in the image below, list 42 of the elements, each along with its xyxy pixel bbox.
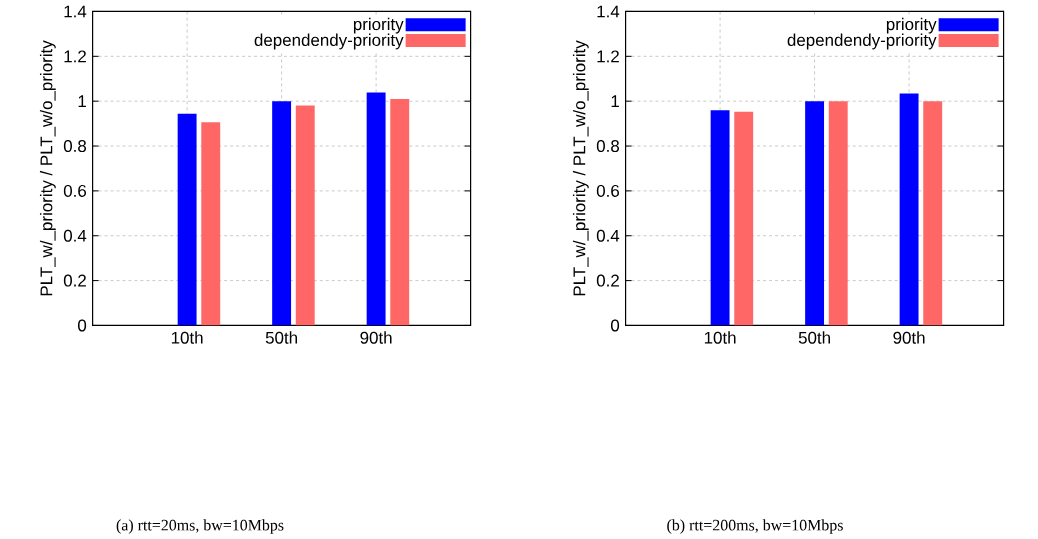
y-tick-label: 0.8	[63, 139, 87, 152]
y-tick-label: 0	[78, 319, 87, 332]
y-tick-label: 0.2	[596, 274, 619, 287]
legend-label: priority	[353, 17, 404, 34]
bar	[390, 98, 410, 326]
x-tick-label: 10th	[171, 331, 203, 344]
bar	[177, 113, 197, 326]
bar	[805, 100, 825, 326]
text: (b) rtt=200ms, bw=10Mbps	[667, 519, 843, 534]
y-tick-label: 0.6	[596, 184, 619, 197]
bar	[734, 111, 754, 326]
x-tick-label: 90th	[893, 331, 925, 344]
y-tick-label: 1.2	[597, 50, 619, 63]
bar	[366, 92, 386, 326]
bar	[828, 100, 848, 326]
y-tick-label: 0	[610, 319, 620, 332]
y-tick-label: 0.4	[63, 229, 87, 242]
y-tick-label: 0.2	[63, 274, 86, 287]
y-tick-label: 0.6	[63, 184, 87, 197]
bar	[295, 105, 315, 326]
bar	[272, 100, 292, 326]
y-axis-title: PLT_w/_priority / PLT_w/o_priority	[39, 40, 56, 296]
x-tick-label: 50th	[798, 331, 830, 344]
y-tick-label: 1.2	[64, 50, 86, 63]
x-tick-label: 90th	[360, 331, 392, 344]
y-tick-label: 1	[611, 95, 619, 107]
y-tick-label: 0.8	[596, 139, 620, 152]
y-tick-label: 1.4	[597, 5, 620, 18]
bar	[923, 100, 943, 326]
bar	[899, 93, 919, 326]
legend-label: dependendy-priority	[787, 33, 937, 50]
y-axis-title: PLT_w/_priority / PLT_w/o_priority	[572, 40, 589, 296]
x-tick-label: 10th	[704, 331, 736, 344]
bar	[201, 122, 221, 326]
text: (a) rtt=20ms, bw=10Mbps	[116, 519, 284, 534]
legend-label: dependendy-priority	[254, 33, 404, 50]
y-tick-label: 1	[78, 95, 86, 107]
bar	[710, 109, 730, 326]
y-tick-label: 0.4	[596, 229, 620, 242]
y-tick-label: 1.4	[64, 5, 87, 18]
legend-label: priority	[886, 17, 937, 34]
x-tick-label: 50th	[265, 331, 297, 344]
